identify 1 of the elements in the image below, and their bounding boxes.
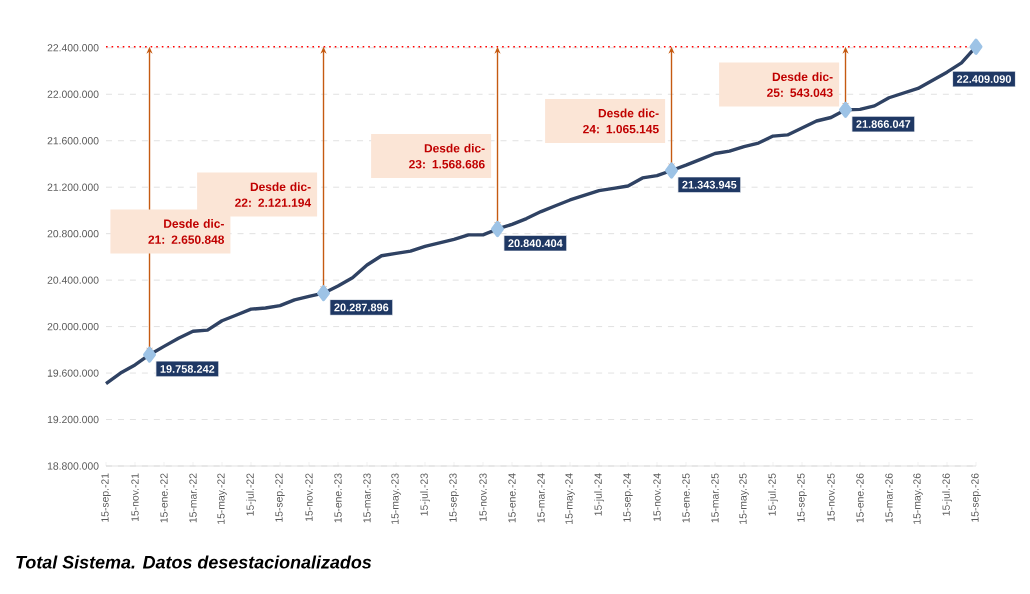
text: Total Sistema. Datos desestacionalizados [16, 555, 372, 569]
